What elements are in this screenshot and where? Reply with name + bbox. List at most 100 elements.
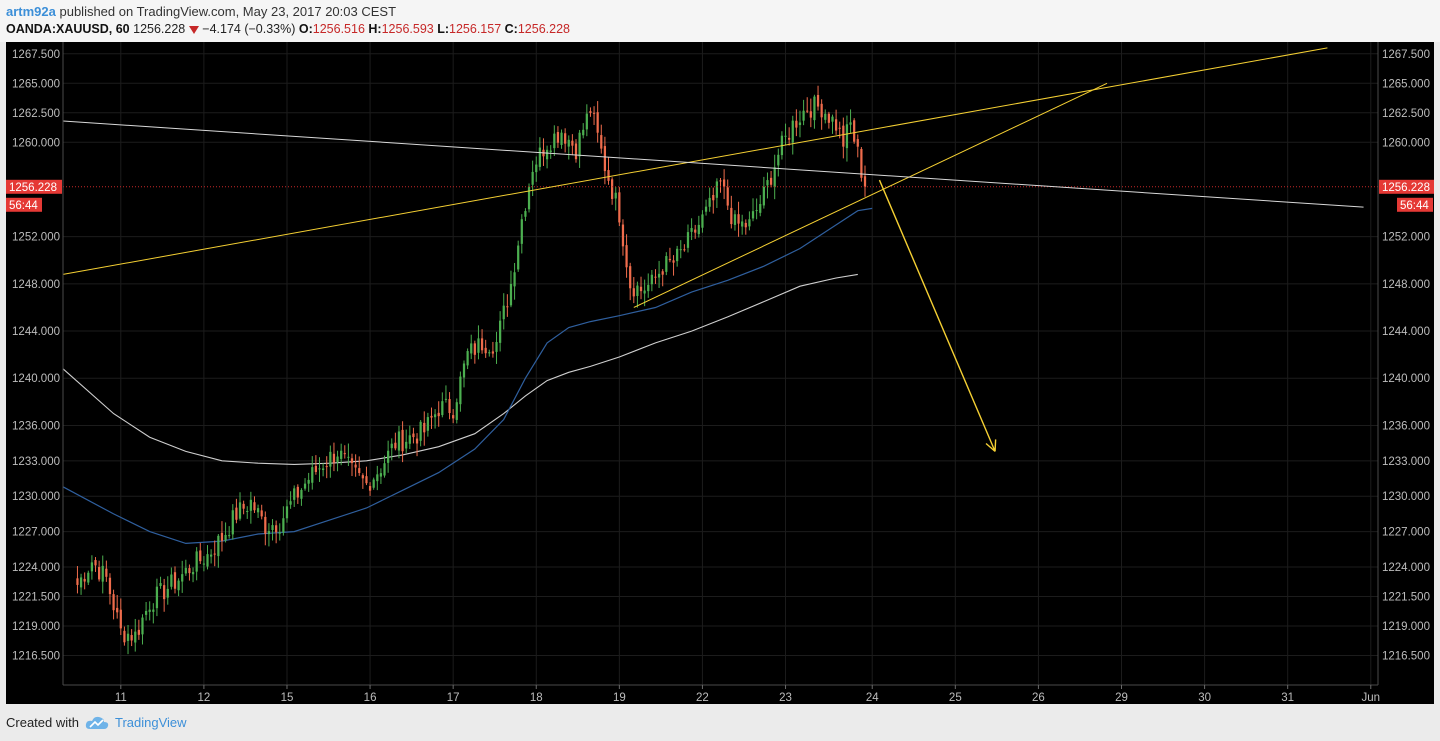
candle-body	[426, 417, 429, 431]
candle-body	[126, 633, 130, 641]
y-tick-label-left: 1216.500	[12, 651, 60, 663]
trend-drawings	[62, 47, 1378, 452]
candle-body	[788, 137, 791, 140]
candle-body	[296, 486, 299, 498]
candle-body	[802, 110, 805, 121]
candle-body	[715, 181, 719, 198]
candle-body	[264, 516, 267, 534]
candle-body	[744, 222, 747, 228]
candle-body	[307, 479, 310, 484]
y-tick-label-left: 1240.000	[12, 373, 60, 385]
y-tick-label-left: 1230.000	[12, 491, 60, 503]
low-value: 1256.157	[449, 22, 502, 36]
candle-body	[668, 258, 672, 261]
high-label: H:	[368, 22, 382, 36]
candle-body	[676, 248, 679, 262]
candle-body	[455, 402, 458, 420]
candle-body	[704, 206, 708, 212]
candle-body	[105, 568, 108, 577]
candle-body	[235, 507, 238, 520]
candle-body	[390, 443, 393, 449]
candle-body	[838, 127, 841, 129]
candle-body	[520, 219, 523, 244]
candle-body	[376, 474, 379, 482]
candle-body	[506, 306, 509, 308]
candle-body	[318, 468, 321, 470]
candle-body	[679, 249, 682, 251]
candle-body	[697, 224, 700, 235]
candle-body	[618, 192, 621, 223]
candle-body	[108, 577, 112, 595]
candle-body	[379, 473, 383, 477]
price-tag-left-box	[6, 179, 62, 194]
x-tick-label: 24	[866, 692, 879, 704]
candle-body	[538, 147, 541, 167]
candle-body	[502, 305, 505, 320]
y-tick-label-left: 1236.000	[12, 420, 60, 432]
candle-body	[690, 228, 693, 232]
candle-body	[206, 554, 209, 567]
candle-body	[824, 113, 827, 120]
chart-header: artm92a published on TradingView.com, Ma…	[0, 0, 1440, 42]
y-tick-label-left: 1219.000	[12, 621, 60, 633]
candle-body	[856, 139, 859, 147]
candle-body	[444, 398, 448, 400]
ma-slow-line	[62, 273, 858, 465]
candle-body	[130, 635, 133, 641]
candle-body	[419, 421, 422, 441]
candle-body	[415, 438, 419, 444]
price-tag-right: 1256.228	[1382, 182, 1430, 194]
author-link[interactable]: artm92a	[6, 4, 56, 19]
candle-body	[433, 414, 437, 418]
candle-body	[665, 256, 668, 272]
candle-body	[632, 288, 635, 297]
candle-body	[694, 229, 697, 233]
candle-body	[831, 116, 834, 122]
candle-body	[545, 149, 549, 160]
ma-fast-line	[62, 207, 873, 545]
symbol-label: OANDA:XAUUSD, 60	[6, 22, 130, 36]
candle-body	[611, 179, 614, 199]
candle-body	[527, 186, 531, 210]
x-tick-label: 29	[1115, 692, 1128, 704]
tradingview-link[interactable]: TradingView	[85, 715, 187, 730]
candle-body	[484, 347, 487, 354]
candle-body	[423, 422, 426, 433]
y-tick-label-left: 1262.500	[12, 108, 60, 120]
candle-body	[181, 574, 184, 582]
axes: 1267.500 1267.500 1265.000 1265.000 1262.500…	[6, 42, 1434, 704]
x-tick-label: 19	[613, 692, 626, 704]
candle-body	[863, 176, 867, 187]
candle-body	[405, 441, 408, 449]
candle-body	[141, 617, 144, 635]
candle-body	[278, 532, 281, 534]
candle-body	[336, 456, 339, 463]
candle-body	[387, 450, 390, 463]
y-tick-label-right: 1267.500	[1382, 49, 1430, 61]
candle-body	[228, 535, 231, 537]
x-tick-label: 16	[364, 692, 377, 704]
candle-body	[116, 607, 119, 613]
candle-body	[358, 468, 361, 473]
candle-body	[553, 133, 556, 149]
y-tick-label-left: 1221.500	[12, 592, 60, 604]
candle-body	[737, 214, 740, 224]
candle-body	[791, 120, 794, 143]
price-chart[interactable]: 1267.500 1267.500 1265.000 1265.000 1262.500…	[6, 42, 1434, 704]
x-tick-label: 23	[779, 692, 792, 704]
candle-body	[90, 562, 94, 572]
down-arrow-icon	[189, 25, 200, 34]
y-tick-label-left: 1224.000	[12, 562, 60, 574]
candle-body	[79, 577, 83, 588]
chart-area[interactable]: 1267.500 1267.500 1265.000 1265.000 1262.500…	[6, 42, 1434, 704]
y-tick-label-right: 1227.000	[1382, 527, 1430, 539]
trend-line	[62, 47, 1328, 275]
candle-body	[499, 320, 502, 343]
candle-body	[571, 140, 574, 146]
candle-body	[354, 464, 357, 468]
y-tick-label-right: 1262.500	[1382, 108, 1430, 120]
candle-body	[144, 610, 148, 615]
countdown-tag-left: 56:44	[9, 200, 38, 212]
candle-body	[567, 139, 570, 147]
close-label: C:	[504, 22, 518, 36]
